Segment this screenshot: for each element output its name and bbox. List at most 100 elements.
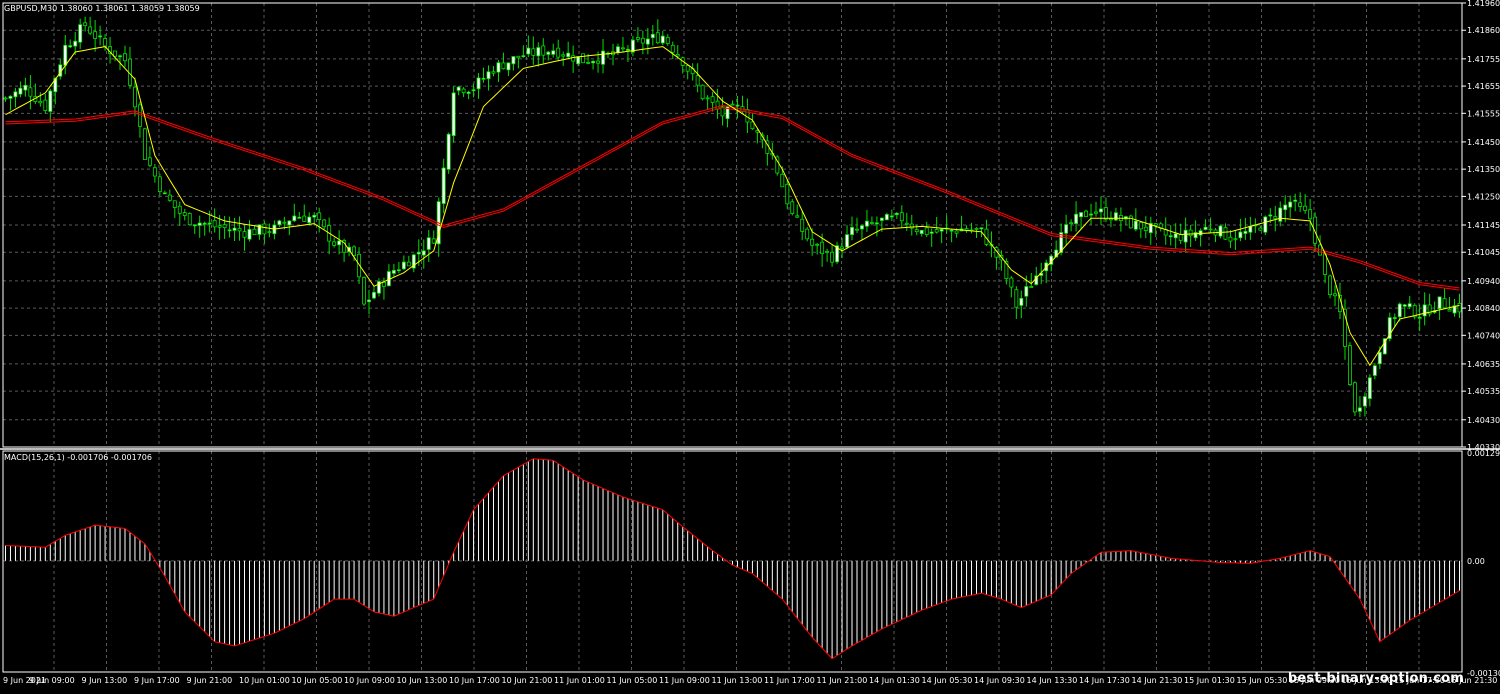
candle <box>357 247 361 285</box>
candle-body <box>93 31 98 39</box>
candle-body <box>561 54 566 57</box>
candle-body <box>1258 227 1263 231</box>
candle <box>63 34 68 75</box>
candle <box>1188 225 1193 248</box>
candle-body <box>879 217 884 221</box>
candle-body <box>406 261 411 267</box>
candle-body <box>1313 216 1318 244</box>
candle <box>297 212 302 219</box>
candlesticks[interactable] <box>3 16 1462 418</box>
candle-body <box>1243 230 1248 234</box>
candle-body <box>103 38 108 47</box>
candle <box>162 190 167 195</box>
price-tick-label: 1.40430 <box>1467 416 1500 425</box>
candle-body <box>297 216 302 219</box>
price-tick-label: 1.41655 <box>1467 82 1500 91</box>
candle-body <box>1203 226 1208 230</box>
candle <box>88 16 93 35</box>
time-axis-label: 9 Jun 17:00 <box>134 676 180 685</box>
candle <box>391 263 396 278</box>
candle-body <box>381 281 386 287</box>
candle-body <box>536 47 541 57</box>
macd-tick-label: -0.001306 <box>1467 669 1500 678</box>
candle <box>1367 374 1372 407</box>
candle <box>267 223 272 238</box>
candle-body <box>566 52 571 58</box>
candle <box>128 46 132 89</box>
candle <box>1382 338 1387 355</box>
candle <box>1273 205 1278 232</box>
candle <box>1392 313 1397 327</box>
candle-body <box>13 91 18 98</box>
candle <box>446 132 451 174</box>
candle <box>322 218 327 230</box>
candle-body <box>222 224 227 229</box>
candle-body <box>317 212 322 220</box>
candle-body <box>929 231 934 234</box>
candle <box>1447 296 1452 312</box>
candle <box>860 224 864 240</box>
candle <box>1014 286 1019 319</box>
candle-body <box>277 220 282 226</box>
candle <box>1397 302 1402 322</box>
candle-body <box>1024 286 1029 297</box>
candle <box>133 77 137 117</box>
candle <box>934 217 939 234</box>
candle-body <box>1412 304 1417 318</box>
candle-body <box>1183 229 1188 243</box>
candle <box>222 215 227 239</box>
candle-body <box>182 212 187 216</box>
candle-body <box>939 228 944 232</box>
candle-body <box>591 61 596 64</box>
candle <box>894 212 899 219</box>
time-axis-label: 14 Jun 01:30 <box>869 676 920 685</box>
price-tick-label: 1.40740 <box>1467 331 1500 340</box>
candle <box>461 87 466 98</box>
candle-body <box>1148 223 1153 234</box>
candle <box>1402 303 1407 319</box>
candle <box>1372 363 1377 380</box>
candle <box>481 67 486 83</box>
candle-body <box>257 224 262 235</box>
candle <box>1158 221 1163 232</box>
candle-body <box>232 227 237 231</box>
candle-body <box>1457 302 1462 313</box>
macd-signal-line <box>5 458 1460 660</box>
candle-body <box>1109 218 1113 221</box>
time-axis-label: 14 Jun 13:30 <box>1027 676 1078 685</box>
price-tick-label: 1.41860 <box>1467 26 1500 35</box>
candle <box>227 216 232 238</box>
time-axis-label: 14 Jun 17:30 <box>1079 676 1130 685</box>
price-tick-label: 1.40635 <box>1467 360 1500 369</box>
candle <box>621 37 625 53</box>
candle-body <box>466 91 471 94</box>
candle-body <box>720 106 725 117</box>
time-axis-label: 10 Jun 09:00 <box>344 676 395 685</box>
candle-body <box>1377 351 1382 365</box>
ma-slow-line <box>5 107 1460 291</box>
candle <box>367 289 371 315</box>
candle-body <box>1168 235 1173 238</box>
candle <box>665 34 670 46</box>
candle-body <box>78 24 83 43</box>
candle <box>855 217 859 234</box>
candle-body <box>974 227 979 230</box>
candle <box>536 42 541 67</box>
price-tick-label: 1.41555 <box>1467 109 1500 118</box>
candle <box>3 96 8 102</box>
candle <box>1064 214 1069 246</box>
candle <box>984 219 989 247</box>
candle-body <box>162 192 167 195</box>
time-axis-label: 11 Jun 17:00 <box>764 676 815 685</box>
time-axis-label: 9 Jun 09:00 <box>29 676 75 685</box>
candle-body <box>461 88 466 93</box>
candle-body <box>167 194 172 201</box>
candle-body <box>237 228 242 232</box>
candle <box>1422 292 1427 326</box>
candle <box>1233 230 1238 250</box>
time-axis-label: 10 Jun 17:00 <box>449 676 500 685</box>
candle <box>551 43 556 58</box>
candle-body <box>377 281 381 294</box>
